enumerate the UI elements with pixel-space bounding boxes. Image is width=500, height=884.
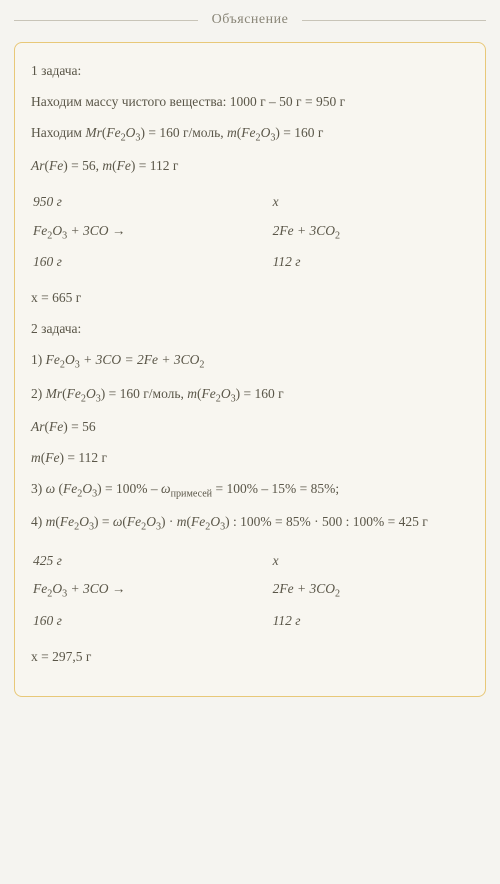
task1-mass-line: Находим массу чистого вещества: 1000 г –… [31,92,469,113]
task1-heading: 1 задача: [31,61,469,82]
mr-label: Mr [85,125,102,140]
table-row: 425 г x [33,548,467,575]
stoich-eq-left: Fe2O3 + 3CO → [33,218,271,247]
ar-value: 56 [82,158,96,173]
header-line-left [14,20,198,21]
m-label: m [227,125,237,140]
task1-answer: x = 665 г [31,288,469,309]
stoich-top-left: 425 г [33,548,271,575]
ar-label: Ar [31,419,45,434]
task2-step4: 4) m(Fe2O3) = ω(Fe2O3) · m(Fe2O3) : 100%… [31,512,469,535]
table-row: 950 г x [33,189,467,216]
omega-symbol: ω [46,481,56,496]
task2-ar-line: Ar(Fe) = 56 [31,417,469,438]
stoich-top-left: 950 г [33,189,271,216]
table-row: 160 г 112 г [33,608,467,635]
task1-ar-line: Ar(Fe) = 56, m(Fe) = 112 г [31,156,469,177]
step-num: 4) [31,514,46,529]
mr-prefix: Находим [31,125,85,140]
m-value: 160 г [255,386,284,401]
step-num: 3) [31,481,46,496]
table-row: 160 г 112 г [33,249,467,276]
stoich-top-right: x [273,189,467,216]
section-header: Объяснение [14,12,486,28]
mr-label: Mr [46,386,63,401]
answer-text: x = 665 г [31,290,81,305]
header-title: Объяснение [198,12,303,28]
header-line-right [302,20,486,21]
stoich-bot-right: 112 г [273,608,467,635]
omega-eq: = 100% – [102,481,161,496]
omega-calc: = 100% – 15% = 85%; [212,481,339,496]
stoich-bot-left: 160 г [33,608,271,635]
mass-calc: 1000 г – 50 г = 950 г [230,94,345,109]
mfe-value: 112 г [150,158,179,173]
task2-step3: 3) ω (Fe2O3) = 100% – ωпримесей = 100% –… [31,479,469,502]
mfe-label: m [31,450,41,465]
stoich-top-right: x [273,548,467,575]
task2-stoich-table: 425 г x Fe2O3 + 3CO → 2Fe + 3CO2 160 г 1… [31,546,469,637]
step-num: 2) [31,386,46,401]
table-row: Fe2O3 + 3CO → 2Fe + 3CO2 [33,576,467,605]
omega-sub: примесей [171,488,213,499]
task2-mfe-line: m(Fe) = 112 г [31,448,469,469]
mfe-label: m [102,158,112,173]
mfe-value: 112 г [78,450,107,465]
stoich-bot-right: 112 г [273,249,467,276]
explanation-card: 1 задача: Находим массу чистого вещества… [14,42,486,697]
task2-step1: 1) Fe2O3 + 3CO = 2Fe + 3CO2 [31,350,469,373]
task1-mr-line: Находим Mr(Fe2O3) = 160 г/моль, m(Fe2O3)… [31,123,469,146]
stoich-eq-left: Fe2O3 + 3CO → [33,576,271,605]
answer-text: x = 297,5 г [31,649,91,664]
task1-stoich-table: 950 г x Fe2O3 + 3CO → 2Fe + 3CO2 160 г 1… [31,187,469,278]
omega-symbol: ω [161,481,171,496]
task2-heading: 2 задача: [31,319,469,340]
task2-step2: 2) Mr(Fe2O3) = 160 г/моль, m(Fe2O3) = 16… [31,384,469,407]
mr-value: 160 г/моль [120,386,181,401]
mass-prefix: Находим массу чистого вещества: [31,94,230,109]
task2-answer: x = 297,5 г [31,647,469,668]
stoich-eq-right: 2Fe + 3CO2 [273,576,467,605]
ar-label: Ar [31,158,45,173]
ar-value: 56 [82,419,96,434]
table-row: Fe2O3 + 3CO → 2Fe + 3CO2 [33,218,467,247]
m-label: m [187,386,197,401]
mr-value: 160 г/моль [159,125,220,140]
m-value: 160 г [294,125,323,140]
stoich-bot-left: 160 г [33,249,271,276]
step-num: 1) [31,352,46,367]
stoich-eq-right: 2Fe + 3CO2 [273,218,467,247]
